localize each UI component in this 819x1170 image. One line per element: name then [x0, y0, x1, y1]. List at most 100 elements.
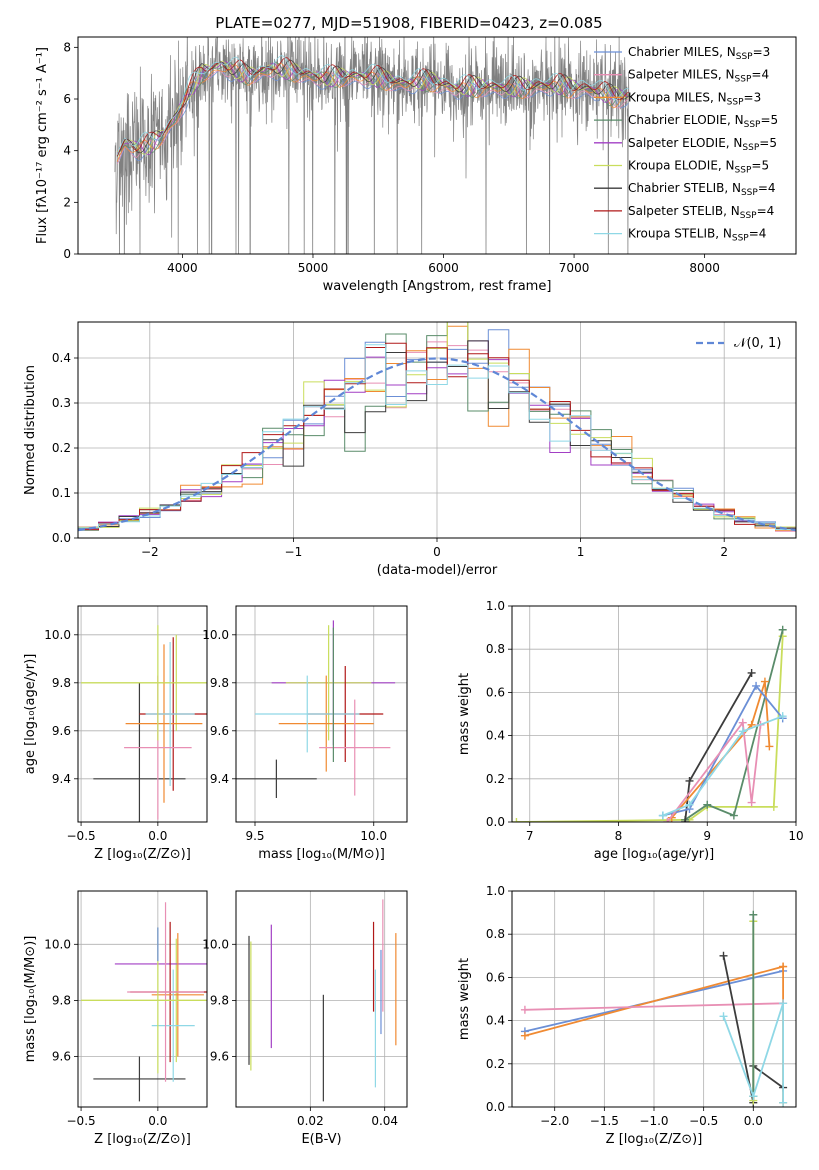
errorbar-point — [236, 759, 317, 798]
y-tick-label: 9.6 — [52, 1050, 71, 1064]
plot-area — [81, 902, 207, 1102]
plot-area — [236, 620, 396, 798]
series-line — [662, 715, 784, 817]
series-line — [671, 681, 771, 819]
x-tick-label: 5000 — [298, 261, 329, 275]
panel-massweight-vs-age: 7 8 9 10 0.0 0.2 0.4 0.6 0.8 1.0 age [log₁₀(age/yr… — [457, 599, 804, 862]
series-marker — [749, 1092, 758, 1101]
series-marker — [685, 800, 694, 809]
legend-suffix: =5 — [759, 136, 777, 150]
series-marker — [749, 910, 758, 919]
chart-title: PLATE=0277, MJD=51908, FIBERID=0423, z=0… — [215, 14, 602, 32]
x-tick-label: −2 — [141, 545, 159, 559]
y-tick-label: 9.6 — [210, 724, 229, 738]
legend-suffix: =3 — [744, 90, 762, 104]
errorbar-point — [151, 933, 204, 1057]
y-tick-label: 4 — [63, 144, 71, 158]
x-axis-label: Z [log₁₀(Z/Z⊙)] — [94, 847, 191, 862]
series-marker — [520, 1031, 529, 1040]
y-tick-label: 2 — [63, 195, 71, 209]
legend-subscript: SSP — [742, 143, 759, 153]
legend-subscript: SSP — [744, 120, 761, 130]
y-tick-label: 9.8 — [210, 676, 229, 690]
x-tick-label: −0.5 — [689, 1114, 718, 1128]
errorbar-point — [319, 699, 391, 796]
series-marker — [681, 818, 690, 822]
y-tick-label: 10.0 — [202, 937, 229, 951]
series-marker — [752, 681, 761, 690]
panel-spectrum: 4000 5000 6000 7000 8000 0 2 4 6 8 wavelength [Ang… — [35, 14, 797, 294]
y-tick-label: 0.3 — [52, 396, 71, 410]
series-line — [684, 629, 784, 821]
x-tick-label: −1 — [285, 545, 303, 559]
series-marker — [658, 811, 667, 820]
x-tick-label: −0.5 — [67, 1114, 96, 1128]
y-tick-label: 0.0 — [486, 1100, 505, 1114]
y-tick-label: 0.6 — [486, 685, 505, 699]
y-tick-label: 0.8 — [486, 642, 505, 656]
y-tick-label: 9.8 — [52, 993, 71, 1007]
y-axis-label: Normed distribution — [23, 365, 38, 495]
legend-subscript: SSP — [732, 234, 749, 244]
y-tick-label: 9.8 — [210, 993, 229, 1007]
model-spectrum — [116, 64, 629, 165]
legend-label: Chabrier MILES, NSSP=3 — [628, 45, 770, 62]
x-axis-label: age [log₁₀(age/yr)] — [594, 847, 715, 862]
y-tick-label: 0.2 — [52, 441, 71, 455]
legend-label: Salpeter MILES, NSSP=4 — [628, 68, 769, 85]
x-tick-label: 0 — [433, 545, 441, 559]
y-tick-label: 6 — [63, 92, 71, 106]
panel-massweight-vs-Z: −2.0 −1.5 −1.0 −0.5 0.0 0.0 0.2 0.4 0.6 0.8 1.0 Z [… — [457, 884, 797, 1147]
x-axis-label: E(B-V) — [301, 1132, 341, 1147]
errorbar-point — [255, 675, 360, 753]
axes-frame — [77, 36, 797, 255]
x-tick-label: 6000 — [428, 261, 459, 275]
x-axis-label: Z [log₁₀(Z/Z⊙)] — [94, 1132, 191, 1147]
y-tick-label: 0.0 — [52, 531, 71, 545]
x-tick-label: −1.5 — [590, 1114, 619, 1128]
x-tick-label: 7 — [526, 829, 534, 843]
axes-frame — [235, 605, 408, 823]
errorbar-point — [278, 675, 374, 772]
x-tick-label: 10.0 — [360, 829, 387, 843]
series-marker — [769, 802, 778, 811]
axes-frame — [77, 605, 208, 823]
plot-area — [512, 625, 787, 822]
axes-frame — [511, 605, 797, 823]
legend-suffix: =5 — [760, 113, 778, 127]
y-tick-label: 0.4 — [486, 1014, 505, 1028]
series-marker — [779, 999, 788, 1008]
legend: 𝒩(0, 1) — [696, 336, 781, 351]
gaussian-curve — [78, 357, 796, 532]
series-marker — [729, 811, 738, 820]
legend-subscript: SSP — [735, 166, 752, 176]
legend-suffix: =4 — [757, 204, 775, 218]
plot-area — [520, 910, 788, 1107]
y-tick-label: 0.4 — [52, 351, 71, 365]
legend: Chabrier MILES, NSSP=3 Salpeter MILES, NS… — [594, 45, 778, 244]
y-tick-label: 0.6 — [486, 970, 505, 984]
x-axis-label: mass [log₁₀(M/M⊙)] — [258, 847, 385, 862]
panel-mass-vs-Z: −0.5 0.0 9.6 9.8 10.0 Z [log₁₀(Z/Z⊙)] mass [lo… — [23, 890, 208, 1147]
x-tick-label: 10 — [788, 829, 803, 843]
errorbar-point — [127, 902, 204, 1082]
errorbar-point — [81, 625, 207, 741]
panel-age-vs-Z: −0.5 0.0 9.4 9.6 9.8 10.0 Z [log₁₀(Z/Z⊙)] age [… — [23, 605, 208, 862]
y-tick-label: 10.0 — [202, 628, 229, 642]
y-axis-label: mass weight — [457, 958, 472, 1040]
x-tick-label: 0.02 — [297, 1114, 324, 1128]
series-marker — [779, 1098, 788, 1107]
legend-suffix: =4 — [751, 68, 769, 82]
panel-age-vs-mass: 9.5 10.0 9.4 9.6 9.8 10.0 mass [log₁₀(M/M⊙)] — [202, 605, 408, 862]
y-tick-label: 1.0 — [486, 599, 505, 613]
series-marker — [738, 718, 747, 727]
y-tick-label: 0.1 — [52, 486, 71, 500]
legend-label: Salpeter STELIB, NSSP=4 — [628, 204, 774, 221]
series-marker — [747, 798, 756, 807]
x-tick-label: 8000 — [689, 261, 720, 275]
legend-suffix: =4 — [749, 227, 767, 241]
series-marker — [520, 1005, 529, 1014]
legend-label: Kroupa STELIB, NSSP=4 — [628, 227, 766, 244]
legend-label: Kroupa MILES, NSSP=3 — [628, 90, 761, 107]
